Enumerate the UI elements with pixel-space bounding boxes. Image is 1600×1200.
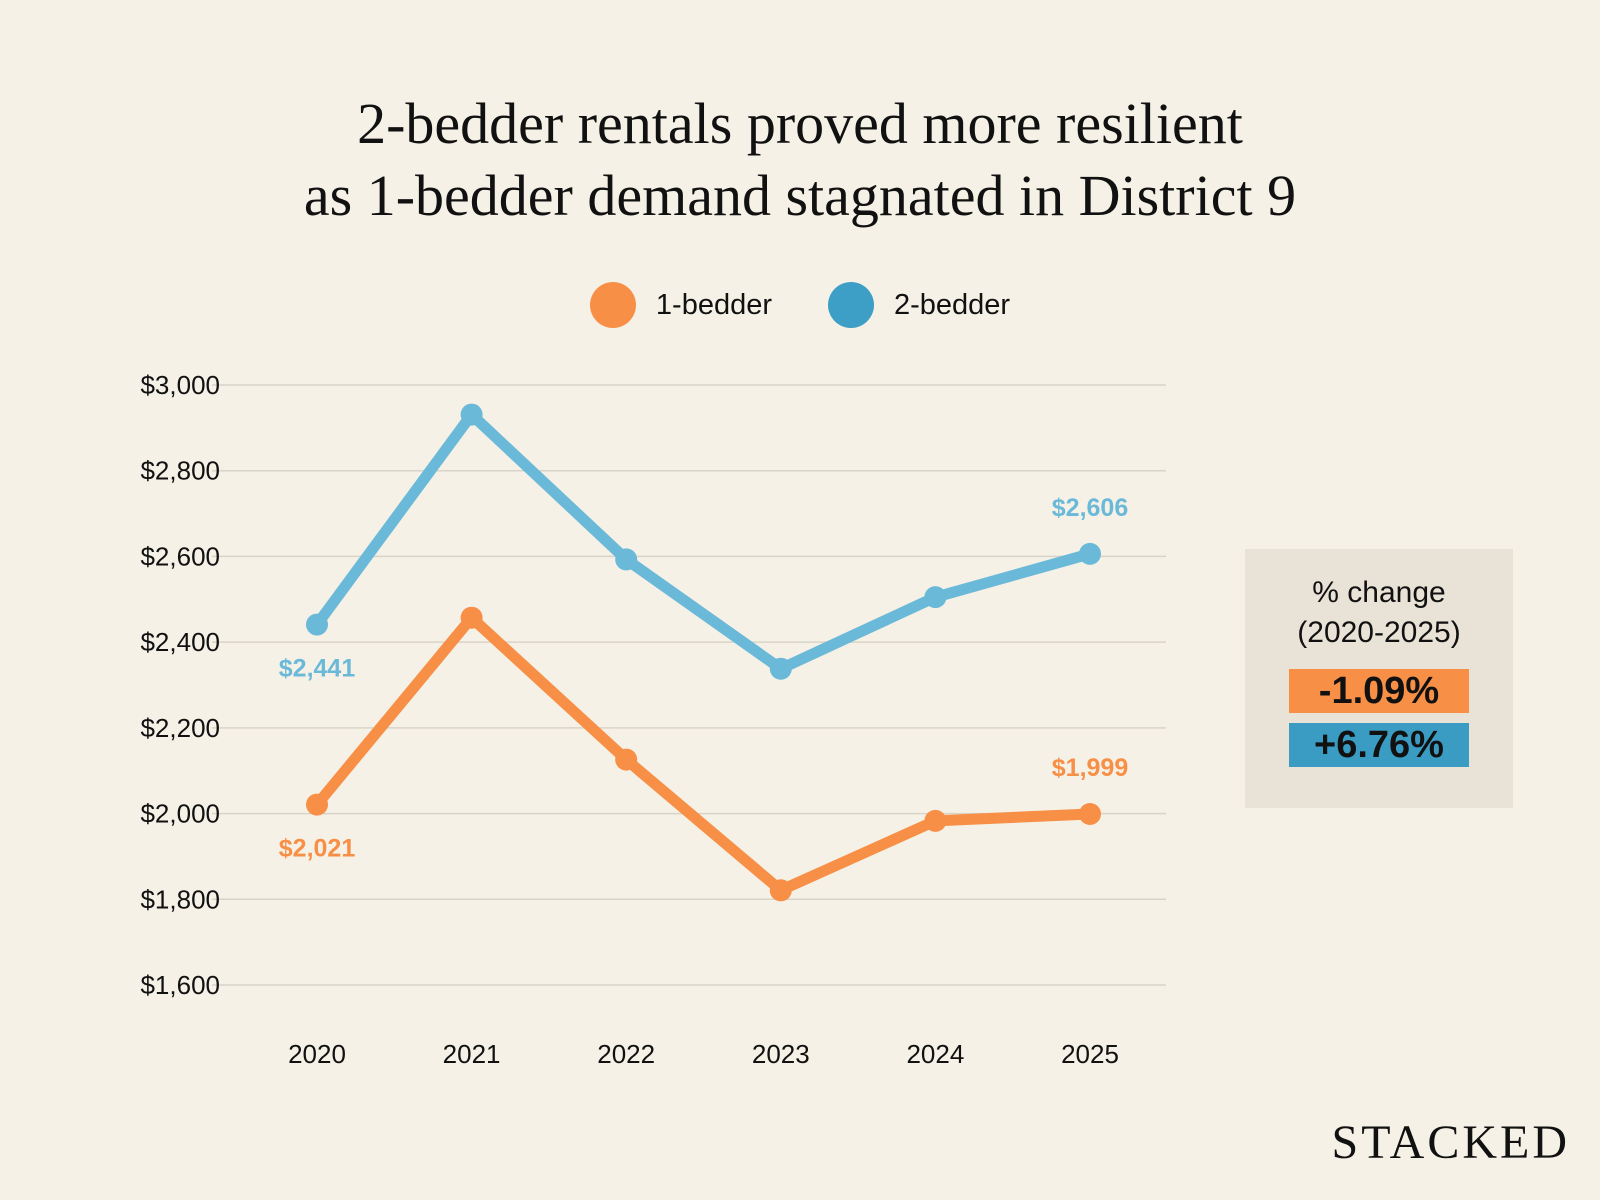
data-point-1-bedder (615, 748, 638, 771)
title-line-2: as 1-bedder demand stagnated in District… (303, 163, 1297, 228)
x-tick-label: 2022 (597, 1039, 655, 1069)
legend-swatch-1-bedder (589, 282, 636, 328)
x-tick-label: 2021 (443, 1039, 501, 1069)
y-tick-label: $2,000 (140, 799, 220, 829)
series-line-1-bedder (312, 612, 1091, 896)
percent-change-label: % change (2020-2025) (1245, 573, 1513, 653)
x-tick-label: 2025 (1061, 1039, 1119, 1069)
data-point-1-bedder (769, 879, 792, 902)
x-tick-label: 2020 (288, 1039, 346, 1069)
legend-swatch-2-bedder (828, 282, 874, 328)
data-point-2-bedder (306, 613, 328, 636)
percent-change-title: % change (1312, 576, 1446, 609)
y-tick-label: $2,600 (140, 541, 220, 571)
y-tick-label: $1,600 (140, 970, 220, 1000)
data-point-2-bedder (769, 657, 792, 680)
percent-change-box: % change (2020-2025) -1.09% +6.76% (1245, 549, 1513, 808)
y-tick-label: $1,800 (140, 884, 220, 914)
series-line-2-bedder (312, 409, 1092, 675)
legend: 1-bedder 2-bedder (0, 282, 1600, 328)
data-point-2-bedder (924, 586, 947, 609)
x-tick-label: 2023 (752, 1039, 810, 1069)
data-label-2-bedder: $2,441 (279, 655, 356, 683)
y-tick-label: $2,800 (140, 456, 220, 486)
legend-label-1-bedder: 1-bedder (655, 288, 772, 321)
data-point-1-bedder (1079, 803, 1101, 825)
data-point-2-bedder (460, 403, 483, 426)
legend-item-1-bedder: 1-bedder (589, 282, 772, 328)
title-line-1: 2-bedder rentals proved more resilient (357, 91, 1243, 156)
data-label-2-bedder: $2,606 (1052, 494, 1128, 522)
chart-title: 2-bedder rentals proved more resilient a… (0, 88, 1600, 232)
percent-change-period: (2020-2025) (1297, 616, 1461, 649)
legend-label-2-bedder: 2-bedder (894, 288, 1011, 321)
data-point-2-bedder (1079, 542, 1101, 565)
y-tick-label: $3,000 (140, 370, 220, 400)
data-label-1-bedder: $1,999 (1052, 754, 1128, 782)
change-2-bedder: +6.76% (1289, 723, 1469, 767)
legend-item-2-bedder: 2-bedder (828, 282, 1010, 328)
change-1-bedder: -1.09% (1289, 669, 1469, 713)
data-label-1-bedder: $2,021 (279, 835, 356, 863)
data-point-2-bedder (615, 548, 638, 571)
y-tick-label: $2,400 (140, 627, 220, 657)
y-tick-label: $2,200 (140, 713, 220, 743)
data-point-1-bedder (306, 793, 328, 816)
x-tick-label: 2024 (906, 1039, 964, 1069)
data-point-1-bedder (460, 606, 483, 629)
stacked-logo: STACKED (1331, 1116, 1570, 1169)
data-point-1-bedder (924, 809, 947, 832)
